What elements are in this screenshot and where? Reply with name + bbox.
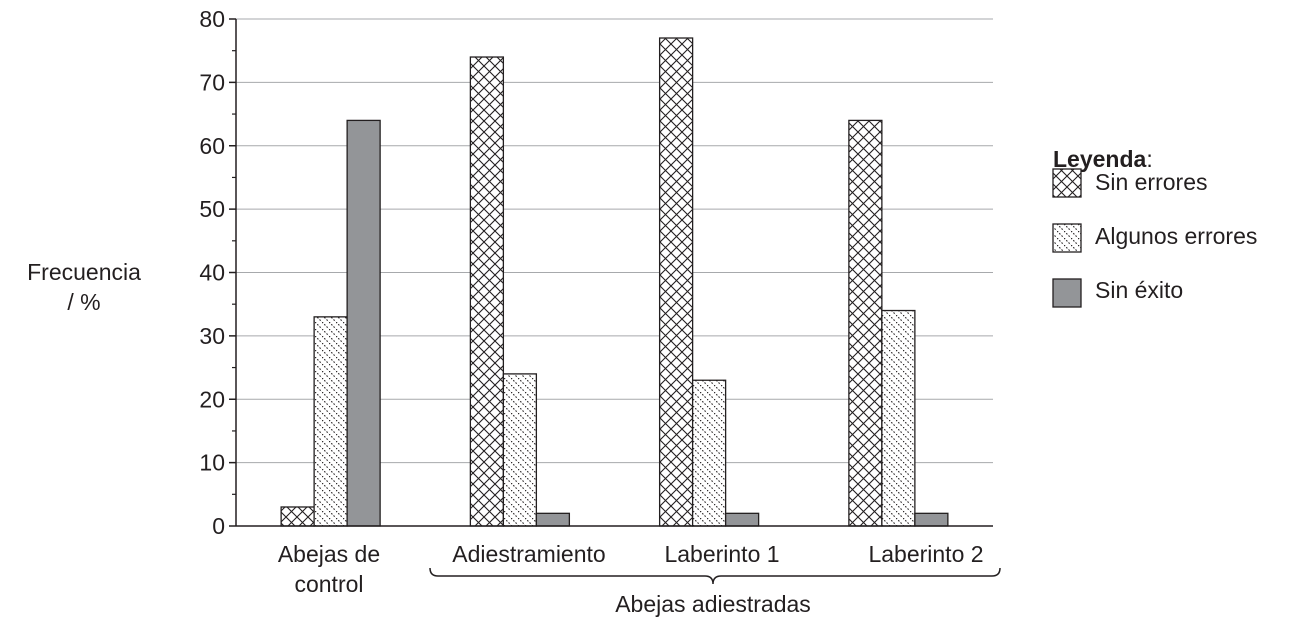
bar-algunos-errores-1 xyxy=(313,316,348,527)
bar-sin-exito-4 xyxy=(914,512,949,527)
category-label-control-line-2: control xyxy=(294,571,363,597)
bar-sin-exito-1 xyxy=(346,119,381,527)
legend-title: Leyenda: xyxy=(1053,146,1153,172)
bar-sin-errores-3 xyxy=(658,37,694,527)
y-tick-label: 50 xyxy=(199,196,225,222)
y-tick-label: 60 xyxy=(199,133,225,159)
bar-sin-errores-1 xyxy=(280,506,315,527)
bars xyxy=(280,37,949,527)
y-tick-label: 70 xyxy=(199,69,225,95)
bar-algunos-errores-3 xyxy=(691,379,727,527)
legend-swatch-algunos-errores xyxy=(1052,223,1082,253)
y-axis-label-line-1: Frecuencia xyxy=(27,259,141,285)
bar-sin-errores-4 xyxy=(848,119,883,527)
legend-label-algunos-errores: Algunos errores xyxy=(1095,223,1257,249)
x-axis-categories: Abejas de control Adiestramiento Laberin… xyxy=(278,541,984,597)
y-tick-label: 20 xyxy=(199,386,225,412)
y-tick-label: 30 xyxy=(199,323,225,349)
legend-label-sin-errores: Sin errores xyxy=(1095,169,1207,195)
bar-sin-errores-2 xyxy=(469,56,505,527)
legend-swatch-sin-errores xyxy=(1052,168,1082,198)
category-label-adiestramiento: Adiestramiento xyxy=(452,541,605,567)
y-axis-ticks: 0 10 20 30 40 50 60 70 80 xyxy=(199,6,236,539)
group-label-abejas-adiestradas: Abejas adiestradas xyxy=(615,591,811,617)
y-tick-label: 0 xyxy=(212,513,225,539)
category-label-laberinto-2: Laberinto 2 xyxy=(868,541,983,567)
bar-sin-exito-2 xyxy=(535,512,571,527)
y-tick-label: 80 xyxy=(199,6,225,32)
bar-algunos-errores-4 xyxy=(881,309,916,527)
y-axis-label-line-2: / % xyxy=(67,289,100,315)
category-label-control-line-1: Abejas de xyxy=(278,541,380,567)
legend-label-sin-exito: Sin éxito xyxy=(1095,277,1183,303)
legend-swatch-sin-exito xyxy=(1052,278,1082,308)
y-tick-label: 10 xyxy=(199,450,225,476)
bar-sin-exito-3 xyxy=(724,512,760,527)
bar-algunos-errores-2 xyxy=(502,373,538,527)
legend: Leyenda: Sin errores Algunos errores Sin… xyxy=(1052,146,1257,308)
y-tick-label: 40 xyxy=(199,260,225,286)
y-axis-label: Frecuencia / % xyxy=(27,259,141,315)
category-label-laberinto-1: Laberinto 1 xyxy=(664,541,779,567)
group-brace xyxy=(429,567,1001,585)
